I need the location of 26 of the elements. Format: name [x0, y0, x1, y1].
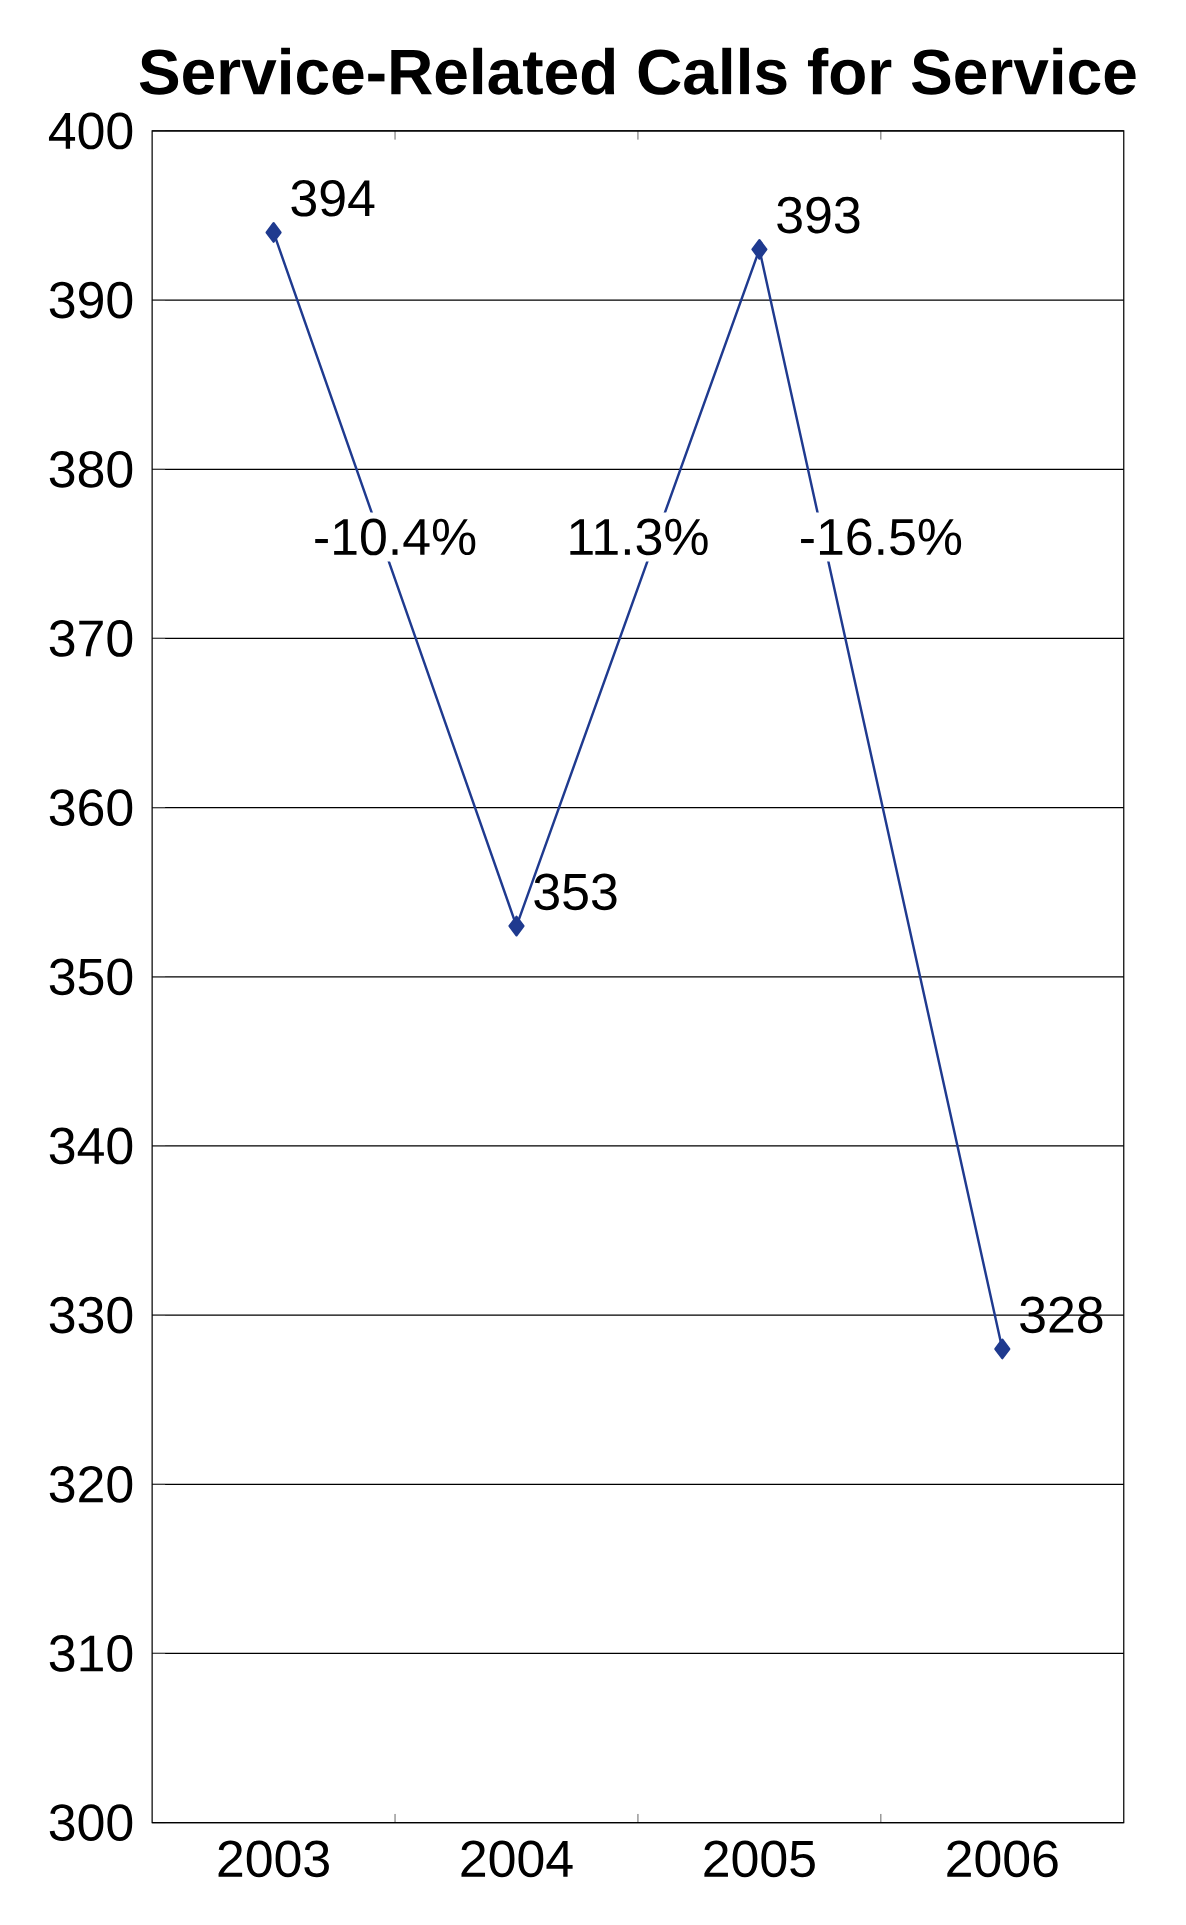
- x-tick-label: 2004: [461, 1840, 573, 1878]
- y-tick-label: 330: [49, 1296, 133, 1334]
- y-tick-label: 400: [49, 112, 133, 150]
- y-tick-label: 390: [49, 281, 133, 319]
- x-tick-label: 2003: [218, 1840, 330, 1878]
- annotation: -16.5%: [801, 518, 962, 556]
- y-tick-label: 340: [49, 1127, 133, 1165]
- y-tick-label: 300: [49, 1804, 133, 1842]
- data-label: 393: [777, 196, 860, 234]
- chart-title: Service-Related Calls for Service: [139, 47, 1136, 95]
- y-tick-label: 310: [49, 1635, 133, 1672]
- y-tick-label: 320: [49, 1465, 133, 1503]
- annotation: -10.4%: [315, 518, 476, 556]
- data-label: 394: [291, 179, 375, 217]
- point: [751, 239, 768, 260]
- x-tick-label: 2006: [947, 1840, 1058, 1878]
- x-tick-label: 2005: [704, 1840, 815, 1878]
- y-tick-label: 380: [49, 450, 133, 488]
- point: [265, 222, 282, 243]
- data-label: 353: [534, 873, 617, 911]
- point: [994, 1338, 1011, 1360]
- point: [508, 915, 525, 937]
- y-tick-label: 350: [49, 958, 133, 996]
- y-tick-label: 360: [49, 789, 133, 826]
- y-tick-label: 370: [49, 620, 133, 657]
- annotation: 11.3%: [570, 518, 708, 556]
